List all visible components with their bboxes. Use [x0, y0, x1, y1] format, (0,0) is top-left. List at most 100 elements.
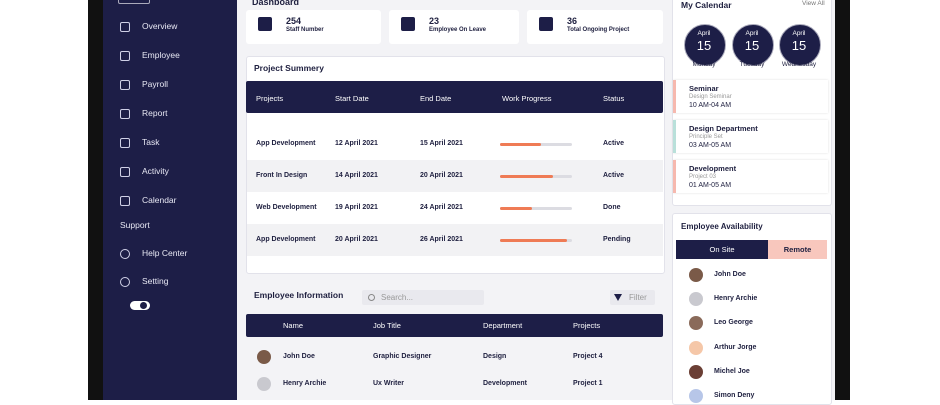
event-time: 01 AM-05 AM: [689, 182, 732, 189]
progress-fill: [500, 207, 533, 210]
event: [673, 80, 828, 113]
progress-fill: [500, 143, 542, 146]
menu-icon: [120, 80, 130, 90]
column-header: Name: [283, 321, 304, 330]
support-item[interactable]: Help Center: [142, 248, 188, 258]
cell: Front In Design: [256, 172, 308, 179]
stat-label: Employee On Leave: [429, 27, 487, 33]
stat-icon: [539, 17, 553, 31]
card-title: Employee Availability: [681, 222, 763, 231]
event-bar: [673, 80, 676, 113]
event: [673, 120, 828, 153]
event-title: Development: [689, 164, 737, 173]
filter-icon: [614, 294, 622, 301]
avatar: [689, 292, 703, 307]
cell: 20 April 2021: [420, 172, 463, 179]
card-title: My Calendar: [681, 0, 732, 10]
stat-label: Total Ongoing Project: [567, 27, 630, 33]
column-header: Projects: [573, 321, 601, 330]
cell: Development: [483, 380, 527, 387]
day-weekday: Monday: [692, 61, 716, 68]
column-header: Start Date: [335, 94, 369, 103]
avatar: [257, 350, 271, 364]
stat-label: Staff Number: [286, 27, 324, 33]
tab[interactable]: On Site: [676, 240, 768, 259]
day-circle[interactable]: [732, 24, 774, 66]
avatar: [689, 268, 703, 282]
employee-name: Michel Joe: [714, 367, 750, 375]
column-header: Status: [603, 94, 625, 103]
support-icon: [120, 249, 130, 259]
support-icon: [120, 277, 130, 287]
tab[interactable]: Remote: [768, 240, 827, 259]
cell: Ux Writer: [373, 380, 404, 387]
menu-icon: [120, 51, 130, 61]
page-title: Dashboard: [252, 0, 300, 7]
stat-value: 36: [567, 16, 578, 26]
day-circle[interactable]: [779, 24, 821, 66]
bezel-left: [88, 0, 103, 400]
avatar: [689, 364, 703, 379]
menu-item[interactable]: Task: [142, 137, 160, 147]
day-month: April: [745, 30, 759, 37]
column-header: Work Progress: [502, 94, 552, 103]
cell: App Development: [256, 236, 316, 243]
bezel-right: [835, 0, 850, 400]
menu-item[interactable]: Payroll: [142, 79, 168, 89]
cell: 24 April 2021: [420, 204, 463, 211]
panel-title: Project Summery: [254, 63, 324, 73]
view-all[interactable]: View All: [802, 0, 825, 7]
stat-value: 23: [429, 16, 440, 26]
day-weekday: Wednesday: [781, 61, 817, 68]
column-header: Department: [483, 321, 523, 330]
table-header: [246, 314, 663, 337]
cell: 15 April 2021: [420, 140, 463, 147]
section-title: Employee Information: [254, 290, 344, 300]
day-number: 15: [696, 38, 712, 53]
event-subtitle: Design Seminar: [689, 94, 732, 100]
filter-button[interactable]: [610, 290, 655, 305]
event-title: Seminar: [689, 84, 719, 93]
support-item[interactable]: Setting: [142, 276, 169, 286]
table-header: [246, 81, 663, 113]
menu-item[interactable]: Overview: [142, 21, 178, 31]
stat-value: 254: [286, 16, 302, 26]
menu-item[interactable]: Calendar: [142, 195, 177, 205]
search-box[interactable]: [362, 290, 484, 305]
cell: Project 1: [573, 380, 603, 387]
search-icon: [368, 294, 375, 301]
avatar: [689, 389, 703, 403]
cell: John Doe: [283, 353, 315, 360]
avatar: [689, 340, 703, 355]
cell: Active: [603, 140, 625, 147]
row-bg: [247, 224, 663, 256]
employee-name: Leo George: [714, 319, 753, 327]
cell: 14 April 2021: [335, 172, 378, 179]
cell: Project 4: [573, 353, 603, 360]
cell: App Development: [256, 140, 316, 147]
cell: Pending: [603, 236, 631, 243]
column-header: End Date: [420, 94, 452, 103]
event-title: Design Department: [689, 124, 758, 133]
support-label: Support: [120, 220, 150, 230]
event-bar: [673, 120, 676, 153]
event-bar: [673, 160, 676, 193]
menu-icon: [120, 196, 130, 206]
menu-item[interactable]: Activity: [142, 166, 169, 176]
cell: 12 April 2021: [335, 140, 378, 147]
menu-icon: [120, 167, 130, 177]
menu-item[interactable]: Report: [142, 108, 168, 118]
toggle-knob: [140, 302, 147, 309]
menu-icon: [120, 22, 130, 32]
cell: 26 April 2021: [420, 236, 463, 243]
avatar: [689, 316, 703, 331]
employee-name: Henry Archie: [714, 295, 758, 303]
day-circle[interactable]: [684, 24, 726, 66]
progress-fill: [500, 175, 553, 178]
filter-label: Filter: [629, 293, 647, 302]
employee-name: Simon Deny: [714, 392, 755, 399]
menu-item[interactable]: Employee: [142, 50, 180, 60]
event-subtitle: Project 03: [689, 174, 717, 180]
event-time: 03 AM-05 AM: [689, 142, 732, 149]
